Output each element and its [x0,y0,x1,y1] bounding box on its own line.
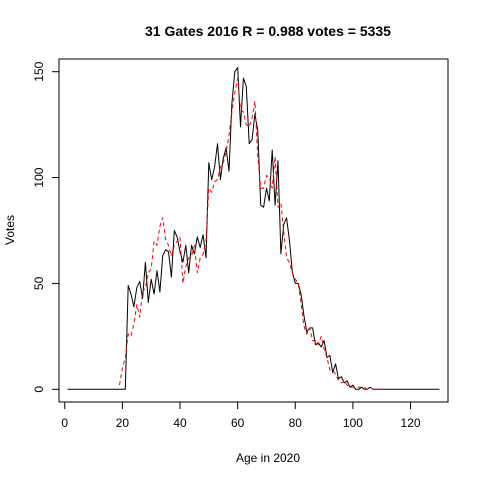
y-tick-label: 100 [32,167,46,187]
series-layer [67,67,440,390]
x-tick-label: 40 [173,416,187,430]
y-axis: 0 50 100 150 [32,61,60,393]
y-tick-label: 150 [32,61,46,81]
x-tick-label: 0 [61,416,68,430]
series-line-1 [67,67,440,390]
y-tick-label: 50 [32,276,46,290]
x-tick-label: 100 [343,416,363,430]
x-tick-label: 120 [401,416,421,430]
y-tick-label: 0 [32,386,46,393]
x-tick-label: 80 [289,416,303,430]
series-line-2 [119,77,382,390]
x-tick-label: 60 [231,416,245,430]
chart-title: 31 Gates 2016 R = 0.988 votes = 5335 [145,23,391,39]
x-axis: 0 20 40 60 80 100 120 [61,401,421,430]
x-tick-label: 20 [116,416,130,430]
x-axis-label: Age in 2020 [236,451,300,465]
y-axis-label: Votes [3,215,17,245]
